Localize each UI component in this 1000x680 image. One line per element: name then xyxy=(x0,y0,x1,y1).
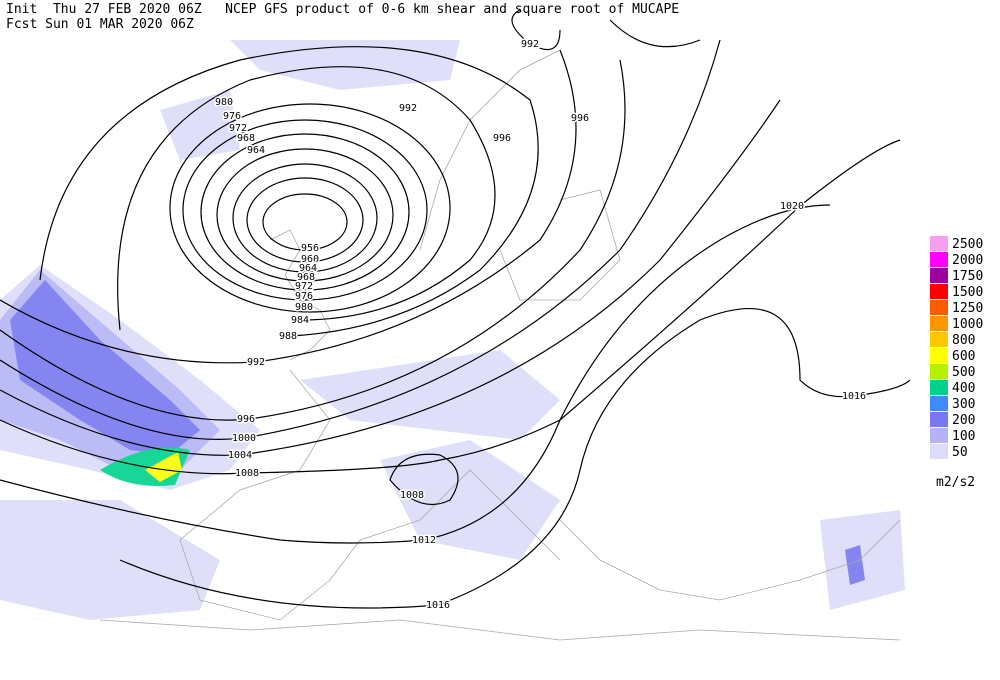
isobar xyxy=(246,177,364,263)
isobar xyxy=(0,139,901,475)
header-line-2: Fcst Sun 01 MAR 2020 06Z xyxy=(6,17,194,32)
shade-50 xyxy=(0,500,220,620)
shade-200 xyxy=(10,280,200,455)
coast-africa xyxy=(99,619,901,641)
isobar xyxy=(182,119,428,301)
contour-labels: 992 980 976 972 968 964 992 996 996 1020… xyxy=(213,38,867,613)
legend-label: 200 xyxy=(952,413,975,428)
isobar xyxy=(39,46,539,337)
isobar xyxy=(119,307,911,609)
contour-label: 996 xyxy=(237,414,255,425)
legend-swatch xyxy=(930,316,948,331)
contour-label: 956 xyxy=(301,243,319,254)
legend-swatch xyxy=(930,348,948,363)
isobar xyxy=(0,59,626,421)
legend-label: 300 xyxy=(952,397,975,412)
contour-label: 964 xyxy=(247,145,265,156)
contour-label: 972 xyxy=(229,123,247,134)
contour-label: 1012 xyxy=(412,535,436,546)
legend-swatch xyxy=(930,396,948,411)
legend-swatch xyxy=(930,300,948,315)
legend-label: 400 xyxy=(952,381,975,396)
shade-50 xyxy=(160,90,240,160)
legend-label: 1250 xyxy=(952,301,983,316)
contour-label: 992 xyxy=(521,39,539,50)
legend-label: 800 xyxy=(952,333,975,348)
isobar xyxy=(0,39,721,441)
legend-label: 2000 xyxy=(952,253,983,268)
isobars xyxy=(0,9,911,609)
isobar xyxy=(169,103,451,313)
contour-label: 976 xyxy=(295,291,313,302)
map: 992 980 976 972 968 964 992 996 996 1020… xyxy=(0,9,911,641)
shade-200 xyxy=(845,545,865,585)
legend-swatch xyxy=(930,252,948,267)
contour-label: 960 xyxy=(301,254,319,265)
isobar xyxy=(0,49,577,364)
isobar xyxy=(232,163,378,273)
header-line-1: Init Thu 27 FEB 2020 06Z NCEP GFS produc… xyxy=(6,2,679,17)
contour-label: 1008 xyxy=(400,490,424,501)
shade-50 xyxy=(230,40,460,90)
contour-label: 1020 xyxy=(780,201,804,212)
shade-600 xyxy=(145,452,182,482)
legend-swatch xyxy=(930,332,948,347)
contour-label: 1008 xyxy=(235,468,259,479)
coast-east xyxy=(559,519,901,601)
contour-label: 996 xyxy=(571,113,589,124)
legend-label: 50 xyxy=(952,445,968,460)
legend-swatch xyxy=(930,236,948,251)
legend-swatch xyxy=(930,428,948,443)
legend-label: 1750 xyxy=(952,269,983,284)
shade-50 xyxy=(820,510,905,610)
contour-label: 988 xyxy=(279,331,297,342)
contour-label: 1016 xyxy=(426,600,450,611)
contour-label: 992 xyxy=(399,103,417,114)
legend-swatch xyxy=(930,268,948,283)
legend-swatch xyxy=(930,380,948,395)
legend-unit: m2/s2 xyxy=(936,475,975,490)
legend-label: 1000 xyxy=(952,317,983,332)
contour-label: 996 xyxy=(493,133,511,144)
contour-label: 1004 xyxy=(228,450,252,461)
isobar xyxy=(262,193,348,251)
legend: m2/s2 2500200017501500125010008006005004… xyxy=(930,236,983,490)
contour-label: 980 xyxy=(295,302,313,313)
contour-label: 984 xyxy=(291,315,309,326)
shade-50 xyxy=(300,350,560,440)
contour-label: 964 xyxy=(299,263,317,274)
contour-label: 968 xyxy=(297,272,315,283)
isobar xyxy=(609,19,701,48)
coast-baltic xyxy=(499,189,621,301)
shade-50 xyxy=(380,440,560,560)
coast-europe xyxy=(179,369,561,621)
isobar xyxy=(216,148,394,282)
legend-swatch xyxy=(930,444,948,459)
legend-label: 100 xyxy=(952,429,975,444)
shading xyxy=(0,40,905,620)
isobar xyxy=(0,204,831,544)
legend-label: 500 xyxy=(952,365,975,380)
legend-label: 2500 xyxy=(952,237,983,252)
contour-label: 980 xyxy=(215,97,233,108)
isobar xyxy=(511,9,561,51)
isobar xyxy=(389,453,459,506)
contour-label: 992 xyxy=(247,357,265,368)
contour-label: 1000 xyxy=(232,433,256,444)
isobar xyxy=(117,66,496,331)
legend-swatch xyxy=(930,364,948,379)
isobar xyxy=(200,133,410,291)
legend-swatch xyxy=(930,412,948,427)
isobar xyxy=(0,99,781,456)
legend-label: 600 xyxy=(952,349,975,364)
contour-label: 968 xyxy=(237,133,255,144)
legend-label: 1500 xyxy=(952,285,983,300)
contour-label: 976 xyxy=(223,111,241,122)
contour-label: 1016 xyxy=(842,391,866,402)
legend-swatch xyxy=(930,284,948,299)
contour-label: 972 xyxy=(295,281,313,292)
